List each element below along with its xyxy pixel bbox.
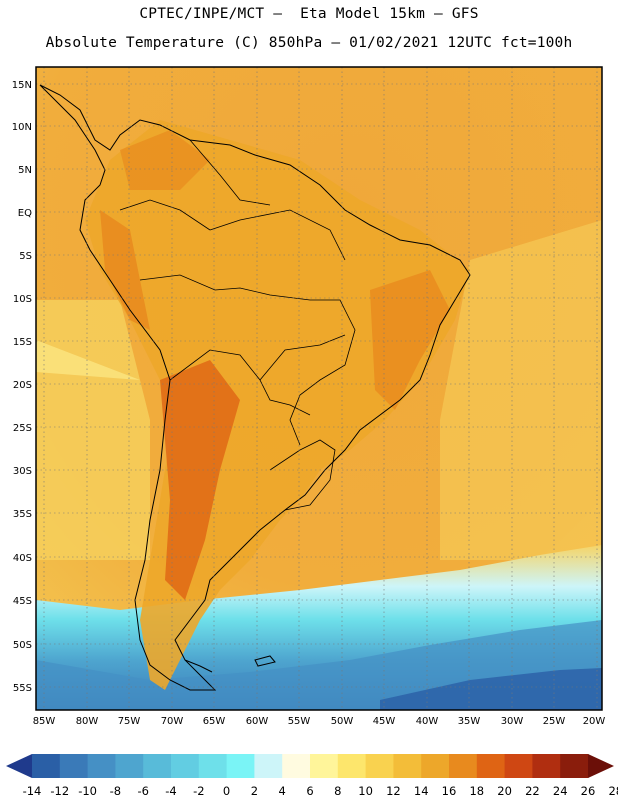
lon-label: 20W bbox=[583, 716, 606, 727]
colorbar-tick-label: 12 bbox=[386, 784, 401, 798]
colorbar-swatch bbox=[115, 754, 144, 778]
country-borders bbox=[119, 139, 356, 511]
colorbar-swatch bbox=[59, 754, 89, 778]
colorbar-tick-label: 6 bbox=[306, 784, 313, 798]
colorbar-swatch bbox=[226, 754, 255, 778]
colorbar-swatch bbox=[32, 754, 61, 778]
lat-label: 35S bbox=[13, 509, 32, 520]
lat-label: 10N bbox=[12, 122, 32, 133]
map-title-line1: CPTEC/INPE/MCT – Eta Model 15km – GFS bbox=[139, 6, 479, 22]
colorbar-swatch bbox=[254, 754, 283, 778]
colorbar-tick-label: -10 bbox=[78, 784, 97, 798]
longitude-axis: 85W 80W 75W 70W 65W 60W 55W 50W 45W 40W … bbox=[33, 716, 606, 727]
temperature-field bbox=[36, 67, 602, 710]
lon-label: 35W bbox=[458, 716, 481, 727]
lat-label: 50S bbox=[13, 640, 32, 651]
colorbar-swatch bbox=[449, 754, 478, 778]
lat-label: 10S bbox=[13, 294, 32, 305]
colorbar-swatch bbox=[310, 754, 339, 778]
colorbar-swatch bbox=[532, 754, 561, 778]
colorbar-tick-label: -2 bbox=[193, 784, 204, 798]
graticule bbox=[36, 67, 602, 710]
lon-label: 45W bbox=[373, 716, 396, 727]
colorbar-swatch bbox=[560, 754, 589, 778]
colorbar-tick-label: 26 bbox=[581, 784, 596, 798]
colorbar-swatch bbox=[87, 754, 116, 778]
colorbar-swatch bbox=[143, 754, 172, 778]
lat-label: 5N bbox=[18, 165, 32, 176]
lat-label: 20S bbox=[13, 380, 32, 391]
colorbar-swatch bbox=[476, 754, 506, 778]
colorbar-tick-label: 2 bbox=[251, 784, 258, 798]
map-frame bbox=[35, 66, 603, 711]
colorbar-tick-label: 14 bbox=[414, 784, 429, 798]
colorbar-tick-label: 8 bbox=[334, 784, 341, 798]
lon-label: 40W bbox=[416, 716, 439, 727]
colorbar-swatch bbox=[365, 754, 394, 778]
colorbar-tick-label: 20 bbox=[497, 784, 512, 798]
colorbar-swatch bbox=[421, 754, 450, 778]
lon-label: 65W bbox=[203, 716, 226, 727]
colorbar-high-arrow bbox=[588, 754, 614, 778]
lat-label: EQ bbox=[18, 208, 32, 219]
colorbar-tick-label: 0 bbox=[223, 784, 230, 798]
lon-label: 50W bbox=[331, 716, 354, 727]
colorbar-low-arrow bbox=[6, 754, 32, 778]
colorbar-tick-label: -14 bbox=[23, 784, 42, 798]
lat-label: 55S bbox=[13, 683, 32, 694]
lat-label: 45S bbox=[13, 596, 32, 607]
colorbar-tick-label: -8 bbox=[110, 784, 121, 798]
lon-label: 55W bbox=[288, 716, 311, 727]
lat-label: 25S bbox=[13, 423, 32, 434]
map-title-line2: Absolute Temperature (C) 850hPa – 01/02/… bbox=[45, 35, 573, 51]
latitude-axis: 15N 10N 5N EQ 5S 10S 15S 20S 25S 30S 35S… bbox=[12, 80, 32, 694]
colorbar-tick-label: -6 bbox=[137, 784, 148, 798]
colorbar-tick-label: -4 bbox=[165, 784, 176, 798]
coastlines bbox=[39, 84, 471, 691]
colorbar-tick-label: 18 bbox=[469, 784, 484, 798]
lon-label: 75W bbox=[118, 716, 141, 727]
colorbar-swatch bbox=[282, 754, 311, 778]
colorbar-tick-label: 28 bbox=[608, 784, 618, 798]
lon-label: 25W bbox=[543, 716, 566, 727]
lat-label: 5S bbox=[19, 251, 32, 262]
lon-label: 70W bbox=[161, 716, 184, 727]
lon-label: 60W bbox=[246, 716, 269, 727]
lat-label: 40S bbox=[13, 553, 32, 564]
colorbar-tick-label: 10 bbox=[358, 784, 373, 798]
colorbar-swatch bbox=[393, 754, 422, 778]
lon-label: 85W bbox=[33, 716, 56, 727]
lat-label: 15S bbox=[13, 337, 32, 348]
lon-label: 30W bbox=[501, 716, 524, 727]
colorbar-tick-label: 16 bbox=[442, 784, 457, 798]
lat-label: 15N bbox=[12, 80, 32, 91]
colorbar-tick-label: 22 bbox=[525, 784, 540, 798]
lon-label: 80W bbox=[76, 716, 99, 727]
colorbar-tick-label: -12 bbox=[50, 784, 69, 798]
colorbar-tick-label: 24 bbox=[553, 784, 568, 798]
colorbar-swatch bbox=[337, 754, 367, 778]
colorbar: -14 -12 -10 -8 -6 -4 -2 0 2 4 6 8 10 12 14 16 18 20 22 24 26… bbox=[6, 754, 618, 798]
colorbar-swatch bbox=[171, 754, 200, 778]
colorbar-tick-label: 4 bbox=[279, 784, 286, 798]
lat-label: 30S bbox=[13, 466, 32, 477]
colorbar-swatch bbox=[504, 754, 533, 778]
colorbar-swatch bbox=[198, 754, 228, 778]
